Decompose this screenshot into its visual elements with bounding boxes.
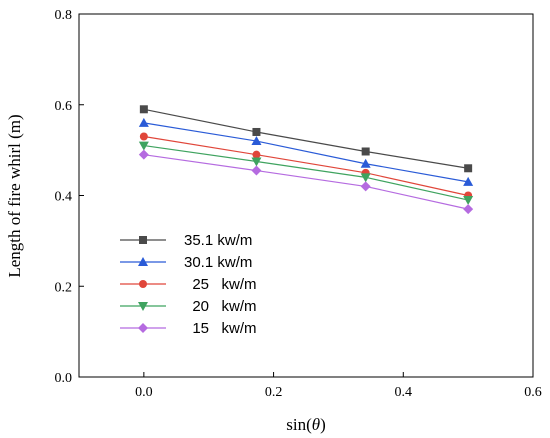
- series-line-1: [143, 108, 469, 169]
- legend: 35.1 kw/m 30.1 kw/m 25 kw/m 20 kw/m 15 kw…: [120, 232, 257, 337]
- legend-marker: [139, 236, 147, 244]
- legend-label: 35.1 kw/m: [184, 232, 252, 249]
- data-point-series-3: [139, 132, 148, 141]
- legend-marker: [138, 323, 148, 333]
- y-tick-label: 0.4: [55, 190, 73, 205]
- data-point-series-2: [251, 136, 262, 146]
- data-point-series-5: [251, 165, 262, 176]
- data-point-series-4: [360, 173, 371, 183]
- x-axis-label: sin(θ): [286, 415, 326, 434]
- data-point-series-1: [252, 127, 261, 136]
- legend-label: 20 kw/m: [184, 298, 257, 315]
- x-tick-label: 0.6: [524, 385, 542, 400]
- data-point-series-4: [251, 157, 262, 167]
- legend-marker: [138, 302, 148, 311]
- legend-marker: [139, 280, 147, 288]
- data-point-series-4: [463, 196, 474, 206]
- series-line-2: [143, 122, 469, 183]
- legend-label: 30.1 kw/m: [184, 254, 252, 271]
- series-line-4: [143, 144, 469, 201]
- series-markers: [138, 105, 474, 215]
- x-tick-label: 0.0: [135, 385, 153, 400]
- x-tick-label: 0.4: [395, 385, 413, 400]
- data-point-series-1: [139, 105, 148, 114]
- legend-label: 15 kw/m: [184, 320, 257, 337]
- series-line-3: [143, 135, 469, 197]
- legend-marker: [138, 257, 148, 266]
- data-point-series-1: [361, 147, 370, 156]
- series-lines: [143, 108, 469, 210]
- data-point-series-3: [252, 150, 261, 159]
- data-point-series-2: [463, 176, 474, 186]
- data-point-series-4: [138, 141, 149, 151]
- data-point-series-2: [138, 117, 149, 127]
- y-axis-label: Length of fire whirl (m): [5, 114, 24, 277]
- y-tick-label: 0.0: [55, 371, 73, 386]
- y-tick-label: 0.2: [55, 280, 73, 295]
- series-line-5: [143, 154, 469, 210]
- data-point-series-5: [463, 204, 474, 215]
- x-tick-label: 0.2: [265, 385, 283, 400]
- axis-ticks: [79, 13, 534, 378]
- data-point-series-5: [138, 149, 149, 160]
- axis-tick-labels: 0.0 0.2 0.4 0.6 0.0 0.2 0.4 0.6 0.8: [55, 8, 542, 400]
- data-point-series-2: [360, 158, 371, 168]
- y-tick-label: 0.6: [55, 99, 73, 114]
- data-point-series-5: [360, 181, 371, 192]
- y-tick-label: 0.8: [55, 8, 73, 23]
- legend-label: 25 kw/m: [184, 276, 257, 293]
- data-point-series-1: [464, 164, 473, 173]
